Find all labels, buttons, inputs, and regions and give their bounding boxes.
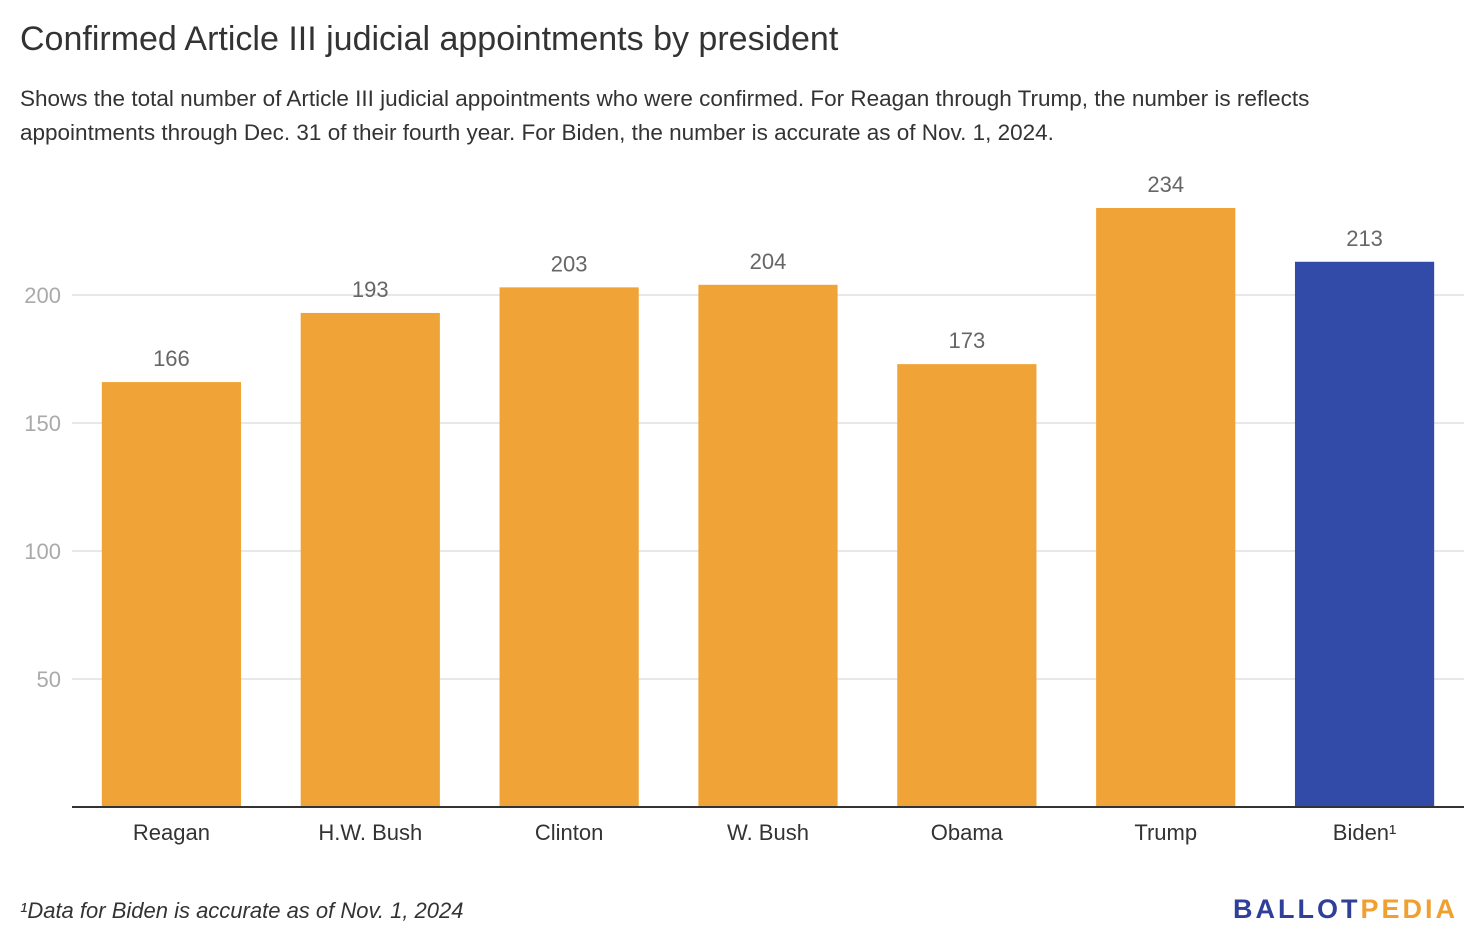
bar — [101, 382, 242, 807]
data-label: 234 — [1147, 172, 1184, 197]
x-tick-label: Trump — [1134, 820, 1197, 845]
data-label: 166 — [153, 346, 190, 371]
y-tick-label: 50 — [37, 667, 61, 692]
x-tick-label: Reagan — [133, 820, 210, 845]
y-tick-label: 150 — [24, 411, 61, 436]
bar — [897, 364, 1037, 807]
data-label: 213 — [1346, 226, 1383, 251]
bar — [698, 284, 838, 807]
chart-subtitle: Shows the total number of Article III ju… — [20, 86, 1310, 145]
x-tick-label: Biden¹ — [1333, 820, 1397, 845]
data-label: 173 — [948, 328, 985, 353]
y-tick-label: 100 — [24, 539, 61, 564]
x-tick-label: W. Bush — [727, 820, 809, 845]
data-label: 204 — [750, 249, 787, 274]
x-tick-label: Clinton — [535, 820, 603, 845]
x-tick-label: H.W. Bush — [318, 820, 422, 845]
x-axis-ticks: Reagan H.W. Bush Clinton W. Bush Obama Trump B… — [133, 820, 1396, 845]
bar — [1294, 261, 1435, 807]
ballotpedia-logo[interactable]: BALLOTPEDIA — [1233, 894, 1458, 925]
bar-chart: 50 100 150 200 166 193 203 204 173 234 213 Reagan… — [24, 172, 1464, 845]
bars — [101, 208, 1435, 807]
y-axis-ticks: 50 100 150 200 — [24, 283, 61, 692]
x-tick-label: Obama — [931, 820, 1004, 845]
logo-text-pedia: PEDIA — [1360, 894, 1458, 924]
value-labels: 166 193 203 204 173 234 213 — [153, 172, 1383, 371]
logo-text-ballot: BALLOT — [1232, 894, 1361, 924]
y-tick-label: 200 — [24, 283, 61, 308]
bar — [499, 287, 639, 807]
bar — [1096, 208, 1236, 807]
data-label: 193 — [352, 277, 389, 302]
data-label: 203 — [551, 251, 588, 276]
chart-title: Confirmed Article III judicial appointme… — [20, 20, 839, 58]
footnote: ¹Data for Biden is accurate as of Nov. 1… — [20, 898, 464, 923]
bar — [300, 312, 440, 807]
